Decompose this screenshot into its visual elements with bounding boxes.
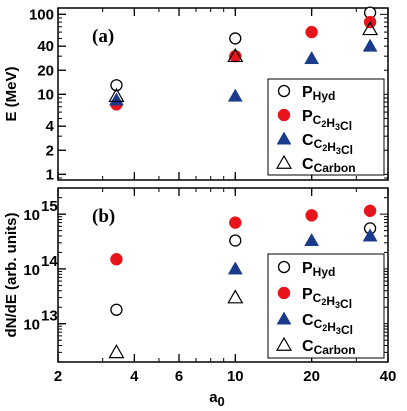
y-tick-exponent: 15 [41,198,58,215]
data-point [109,92,124,106]
data-point [229,234,242,247]
legend-entry: CC2H3Cl [302,132,353,157]
legend-entry: CCarbon [302,156,356,175]
data-point [227,88,243,102]
x-tick-label: 40 [380,368,397,385]
data-point [110,253,123,266]
y-tick-label: 10 [23,262,40,279]
data-point [305,25,318,39]
legend-marker [277,84,291,98]
legend-entry: CCarbon [302,338,356,357]
data-point [229,32,242,45]
legend-marker [276,311,292,325]
legend-marker [275,154,293,169]
panel-a: 1 2 4 10 20 40 100 E (MeV) (a) PHyd PC2H3ClCC2H3Cl… [3,6,389,183]
y-tick-label: 4 [46,118,55,135]
y-axis-label: dN/dE (arb. units) [3,213,20,338]
data-point [304,233,320,247]
data-point [362,228,378,242]
panel-label: (b) [92,206,115,227]
legend-marker [277,108,291,122]
legend-marker [276,131,292,145]
legend-entry: CC2H3Cl [302,312,353,337]
legend-marker [275,336,293,351]
data-point [229,216,242,229]
series-0 [110,6,377,92]
plot-frame [57,187,389,363]
series-2 [227,228,378,275]
data-point [362,38,378,52]
data-point [110,79,123,92]
data-point [108,87,125,102]
y-tick-label: 10 [23,317,40,334]
y-tick-label: 100 [29,6,54,23]
series-0 [110,222,377,316]
x-tick-label: 6 [175,368,183,385]
x-tick-label: 2 [54,368,62,385]
series-3 [108,21,379,102]
data-point [110,303,123,316]
y-tick-label: 10 [37,86,54,103]
data-point [227,289,244,304]
data-point [227,47,244,63]
legend-marker [277,286,291,300]
x-tick-label: 4 [130,368,139,385]
y-axis-label: E (MeV) [3,66,20,121]
legend-entry: PHyd [302,84,335,103]
series-2 [109,38,378,106]
panel-label: (a) [92,26,114,47]
x-tick-label: 20 [303,368,320,385]
data-point [108,344,125,359]
data-point [227,261,243,275]
x-axis-label: a0 [209,389,225,409]
legend-marker [277,260,291,274]
y-tick-label: 10 [23,207,40,224]
data-point [304,51,320,65]
y-tick-label: 1 [46,166,54,183]
legend-entry: PHyd [302,260,335,279]
legend-entry: PC2H3Cl [302,286,352,311]
y-tick-label: 40 [37,38,54,55]
y-tick-label: 20 [37,62,54,79]
data-point [305,209,318,222]
x-tick-label: 10 [227,368,244,385]
data-point [363,204,377,218]
y-tick-exponent: 14 [41,253,58,270]
y-tick-exponent: 13 [41,308,58,325]
data-point [362,21,379,36]
legend-entry: PC2H3Cl [302,108,352,133]
y-tick-label: 2 [46,142,54,159]
series-1 [110,204,377,266]
